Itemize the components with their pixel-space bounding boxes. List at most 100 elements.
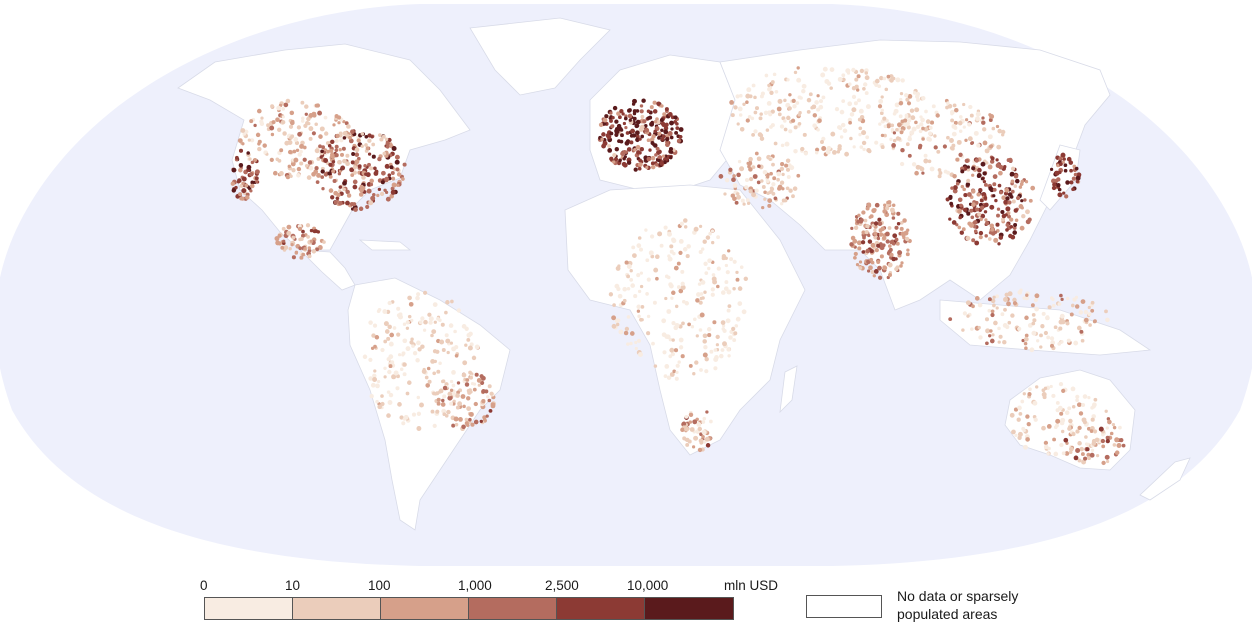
gdp-dot [771,162,775,167]
gdp-dot [739,166,745,172]
gdp-dot [626,315,631,319]
gdp-dot-hotspot [873,269,879,274]
gdp-dot [769,90,774,95]
gdp-dot [657,231,663,237]
gdp-dot [754,106,760,111]
gdp-dot-hotspot [1072,164,1077,169]
gdp-dot-hotspot [655,162,659,167]
gdp-dot [752,174,758,179]
legend-tick-100: 100 [368,578,391,593]
gdp-dot-hotspot [342,187,346,192]
gdp-dot-hotspot [487,398,492,403]
gdp-dot [1059,313,1065,319]
gdp-dot-hotspot [640,134,645,139]
gdp-dot [773,196,778,201]
gdp-dot-hotspot [965,182,971,187]
gdp-dot [732,183,738,188]
gdp-dot [791,98,796,104]
gdp-dot [779,166,785,172]
gdp-dot [1058,381,1064,387]
gdp-dot-hotspot [322,240,326,244]
color-swatch-2 [293,598,381,619]
gdp-dot [671,290,676,296]
gdp-dot-hotspot [959,203,963,208]
gdp-dot [822,66,828,72]
gdp-dot [707,258,712,264]
gdp-dot [928,125,933,130]
gdp-dot [864,75,870,81]
gdp-dot-hotspot [348,138,354,144]
gdp-dot-hotspot [645,165,649,170]
gdp-dot-hotspot [1056,182,1061,188]
gdp-dot [680,285,686,290]
gdp-dot-hotspot [354,159,360,165]
gdp-dot [982,140,988,146]
gdp-dot [278,170,284,176]
gdp-dot [729,257,734,262]
gdp-dot-hotspot [984,234,988,238]
gdp-dot [680,281,685,286]
gdp-dot [1065,321,1070,326]
gdp-dot [410,337,414,341]
gdp-dot [1055,408,1060,413]
gdp-dot [820,72,826,78]
gdp-dot [967,122,972,127]
gdp-dot-hotspot [616,111,621,116]
gdp-dot [699,368,703,372]
gdp-dot-hotspot [371,154,376,159]
gdp-dot [280,119,286,125]
gdp-dot [984,317,990,322]
gdp-dot [633,294,638,299]
gdp-dot [949,138,954,143]
gdp-dot [308,136,313,141]
gdp-dot [319,126,325,132]
gdp-dot [793,125,798,130]
gdp-dot [783,98,787,103]
gdp-dot [786,78,790,82]
gdp-dot [408,301,414,307]
gdp-dot [1075,429,1080,434]
gdp-dot [767,203,772,208]
gdp-dot [386,336,391,341]
gdp-dot [1046,424,1052,429]
gdp-dot [853,101,858,106]
gdp-dot [669,249,674,254]
gdp-dot [695,334,699,338]
gdp-dot [686,244,691,249]
gdp-dot [818,99,824,104]
gdp-dot [334,144,339,149]
gdp-dot [253,123,257,128]
gdp-dot [737,106,743,112]
gdp-dot-hotspot [401,177,405,181]
gdp-dot-hotspot [1068,160,1074,165]
gdp-dot-hotspot [886,200,890,205]
gdp-dot-hotspot [641,98,646,103]
gdp-dot-hotspot [377,187,382,192]
gdp-dot [780,202,784,206]
gdp-dot-hotspot [1052,182,1057,187]
gdp-dot-hotspot [606,134,612,140]
gdp-dot [1031,313,1036,317]
gdp-dot [706,327,712,332]
gdp-dot-hotspot [977,167,982,173]
gdp-dot [880,133,885,138]
gdp-dot-hotspot [864,230,869,235]
gdp-dot [667,254,671,258]
gdp-dot [639,284,644,289]
gdp-dot [936,149,941,154]
gdp-dot-hotspot [454,422,459,427]
gdp-dot-hotspot [280,245,285,250]
gdp-dot-hotspot [655,117,659,121]
gdp-dot [950,112,954,116]
gdp-dot [671,321,676,326]
gdp-dot [770,109,775,114]
gdp-dot [713,348,718,352]
gdp-dot [806,110,811,114]
gdp-dot-hotspot [391,176,396,181]
gdp-dot-hotspot [335,196,340,201]
gdp-dot [817,118,822,124]
gdp-dot [829,67,835,72]
gdp-dot-hotspot [456,390,460,395]
gdp-dot-hotspot [899,226,904,231]
gdp-dot [793,70,798,75]
